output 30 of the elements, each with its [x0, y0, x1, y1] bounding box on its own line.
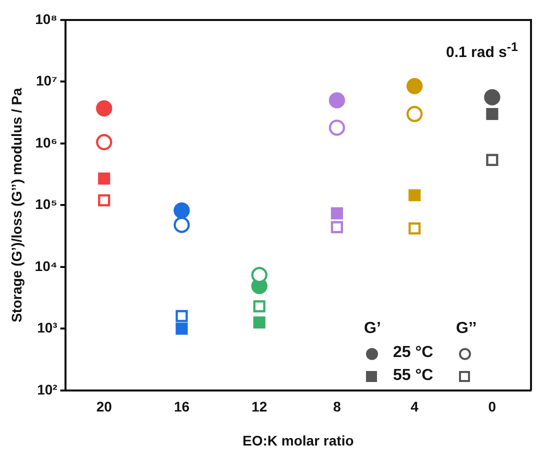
point — [98, 194, 110, 206]
x-tick-label: 8 — [333, 398, 342, 415]
point — [408, 222, 421, 235]
y-tick-label: 10⁷ — [36, 72, 58, 89]
point — [486, 154, 498, 166]
x-tick-label: 0 — [488, 398, 496, 415]
x-tick-label: 16 — [174, 398, 190, 415]
point — [406, 106, 423, 122]
y-tick-label: 10⁴ — [34, 258, 58, 274]
y-axis-title: Storage (G’)/loss (G’’) modulus / Pa — [8, 88, 24, 322]
x-tick-label: 12 — [252, 398, 268, 415]
y-tick-label: 10⁸ — [35, 10, 58, 27]
point — [176, 310, 188, 322]
annotation: G’’ — [456, 320, 477, 338]
point — [96, 134, 112, 150]
y-tick-label: 10⁵ — [35, 196, 58, 212]
annotation: 25 °C — [393, 344, 434, 362]
x-tick-label: 4 — [410, 398, 419, 415]
y-tick-label: 10⁶ — [35, 134, 58, 150]
annotation: 55 °C — [393, 367, 434, 385]
point — [174, 216, 190, 233]
point — [253, 300, 266, 312]
y-tick-label: 10³ — [37, 320, 58, 336]
annotation: G’ — [364, 320, 381, 338]
point — [330, 221, 344, 234]
x-axis-title: EO:K molar ratio — [242, 432, 354, 448]
point — [328, 120, 346, 136]
x-tick-label: 20 — [96, 398, 112, 415]
y-tick-label: 10² — [37, 381, 58, 398]
annotation: 0.1 rad s$^{-1}$ — [446, 40, 518, 61]
